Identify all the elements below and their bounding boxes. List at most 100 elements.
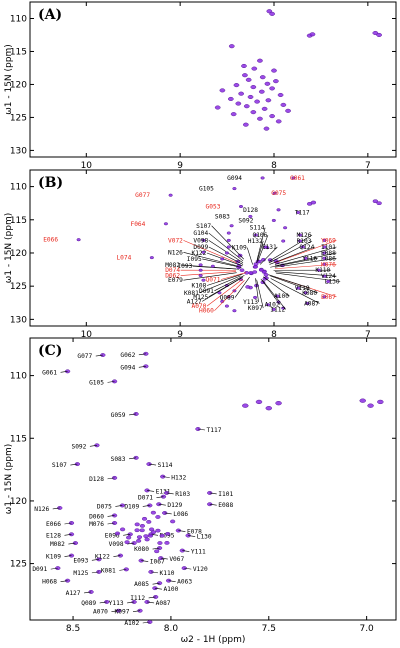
- leader-line: [107, 515, 115, 517]
- leader-line: [129, 457, 137, 460]
- peak-label: K110: [160, 570, 175, 577]
- peak: [271, 218, 276, 222]
- peak: [283, 226, 288, 230]
- leader-line: [91, 559, 99, 561]
- y-axis-label: ω1 - 15N (ppm): [4, 44, 14, 115]
- leader-line: [129, 413, 137, 416]
- leader-line: [268, 240, 313, 264]
- peak-label: I112: [270, 306, 285, 313]
- leader-line: [183, 272, 237, 281]
- peak: [214, 105, 221, 110]
- peak-label: K122: [95, 554, 110, 561]
- leader-line: [127, 601, 135, 604]
- peak: [322, 256, 327, 260]
- panel-tag: (C): [38, 343, 62, 359]
- peak-label: A087: [156, 600, 171, 607]
- peak-label: K122: [191, 250, 206, 257]
- peak-label: H060: [199, 308, 214, 315]
- peak: [322, 238, 327, 242]
- plot-frame: [29, 1, 397, 158]
- peak-label: V119: [295, 285, 310, 292]
- peak-label: I112: [130, 595, 145, 602]
- peak-label: D062: [165, 273, 180, 280]
- peak: [296, 286, 301, 290]
- leader-line: [107, 522, 115, 525]
- leader-line: [214, 280, 245, 311]
- leader-line: [192, 265, 240, 270]
- peak-label: G094: [120, 364, 135, 371]
- leader-line: [183, 252, 237, 267]
- peak-label: G104: [193, 230, 208, 237]
- leader-line: [89, 444, 97, 447]
- peak-label: K108: [191, 282, 206, 289]
- x-tick-label: 10: [81, 330, 93, 340]
- peak-label: D060: [89, 513, 104, 520]
- leader-line: [268, 274, 311, 289]
- leader-line: [178, 530, 186, 532]
- leader-line: [64, 555, 72, 557]
- peak: [136, 535, 143, 539]
- peak: [275, 119, 282, 124]
- peak: [201, 278, 206, 282]
- peak: [241, 63, 247, 69]
- peak-label: A070: [93, 609, 108, 616]
- leader-line: [211, 225, 244, 260]
- peak-label: Y113: [109, 600, 124, 607]
- peak-label: R103: [175, 491, 190, 498]
- peak-label: D075: [97, 503, 112, 510]
- leader-line: [142, 621, 150, 624]
- x-axis-label: ω2 - 1H (ppm): [181, 635, 246, 645]
- peak-label: G077: [135, 192, 150, 199]
- leader-line: [152, 547, 160, 550]
- peak-label: G105: [199, 186, 214, 193]
- peak-label: E131: [262, 244, 277, 251]
- peak: [226, 238, 231, 242]
- peak: [242, 73, 248, 78]
- peak: [264, 81, 271, 86]
- peak: [159, 533, 165, 538]
- peak-label: G077: [77, 353, 92, 360]
- peak: [139, 524, 145, 528]
- x-tick-label: 8.5: [66, 624, 80, 634]
- peak-label: A087: [304, 300, 319, 307]
- plot-frame: [29, 169, 397, 327]
- leader-line: [259, 246, 278, 265]
- peak: [155, 528, 161, 533]
- peak: [242, 403, 249, 408]
- peak-label: A100: [163, 586, 178, 593]
- leader-line: [262, 279, 286, 310]
- x-tick-label: 9: [177, 330, 183, 340]
- leader-line: [182, 550, 190, 552]
- peak: [238, 204, 244, 209]
- leader-line: [202, 277, 242, 302]
- leader-line: [162, 476, 170, 478]
- peak: [269, 114, 275, 119]
- peak-label: V124: [321, 273, 336, 280]
- x-tick-label: 7.5: [262, 624, 276, 634]
- peak: [141, 516, 148, 521]
- leader-line: [246, 247, 253, 265]
- x-tick-label: 9: [177, 161, 183, 171]
- peak: [220, 257, 225, 261]
- leader-line: [147, 490, 155, 492]
- peak: [146, 520, 152, 524]
- leader-line: [60, 371, 68, 373]
- peak: [243, 104, 250, 109]
- peak: [322, 251, 327, 255]
- y-tick-label: 120: [10, 80, 27, 90]
- leader-line: [260, 278, 281, 305]
- leader-line: [208, 232, 244, 262]
- peak: [252, 270, 258, 274]
- peak: [139, 528, 145, 533]
- peak-label: Q089: [81, 600, 96, 607]
- peak: [250, 110, 257, 115]
- peak-label: L130: [325, 279, 340, 286]
- peak: [322, 295, 327, 299]
- peak-label: E067: [321, 294, 336, 301]
- peak-label: D128: [243, 207, 258, 214]
- peak-label: H132: [171, 475, 186, 482]
- peak-label: T117: [207, 427, 222, 434]
- peak: [266, 303, 271, 307]
- peak-label: E131: [156, 488, 171, 495]
